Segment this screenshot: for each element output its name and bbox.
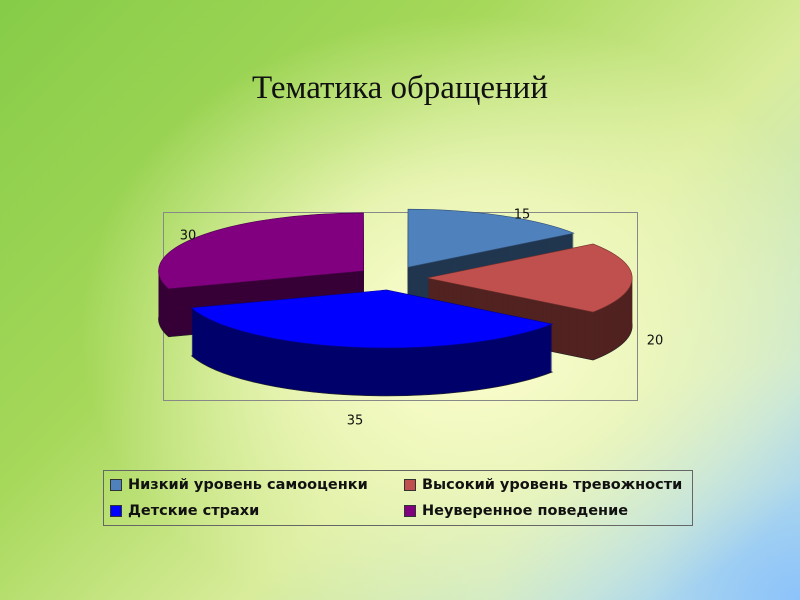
- legend-swatch: [110, 479, 122, 491]
- data-label: 35: [347, 414, 364, 429]
- data-label: 20: [647, 334, 664, 349]
- legend-swatch: [110, 505, 122, 517]
- legend-swatch: [404, 505, 416, 517]
- legend-item: Неуверенное поведение: [404, 503, 628, 519]
- legend-swatch: [404, 479, 416, 491]
- data-label: 30: [180, 229, 197, 244]
- legend-label: Детские страхи: [128, 503, 260, 519]
- pie-slice: [158, 212, 364, 338]
- legend-item: Высокий уровень тревожности: [404, 477, 682, 493]
- legend-label: Неуверенное поведение: [422, 503, 629, 519]
- legend-label: Низкий уровень самооценки: [128, 477, 368, 493]
- slide-title: Тематика обращений: [252, 70, 548, 106]
- legend: Низкий уровень самооценки Высокий уровен…: [103, 470, 693, 526]
- legend-item: Детские страхи: [110, 503, 259, 519]
- pie-slice: [190, 289, 554, 397]
- data-label: 15: [514, 208, 531, 223]
- legend-label: Высокий уровень тревожности: [422, 477, 683, 493]
- legend-item: Низкий уровень самооценки: [110, 477, 368, 493]
